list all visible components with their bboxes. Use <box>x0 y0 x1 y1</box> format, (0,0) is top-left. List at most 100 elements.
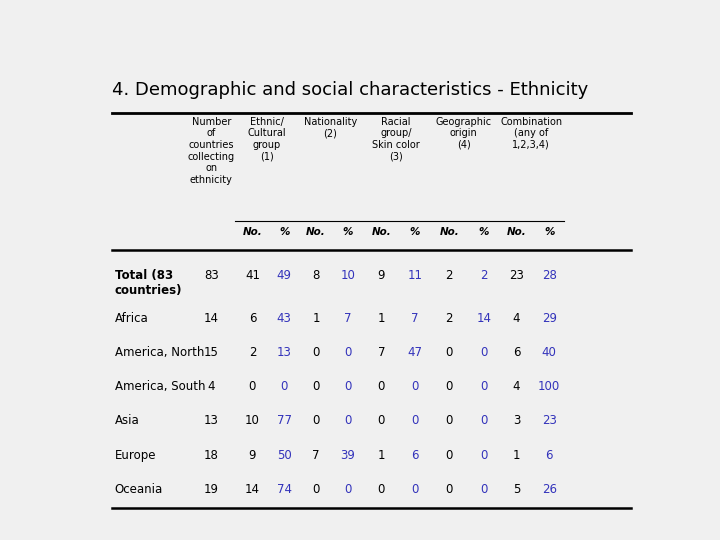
Text: 0: 0 <box>344 483 351 496</box>
Text: No.: No. <box>243 227 262 237</box>
Text: %: % <box>410 227 420 237</box>
Text: 0: 0 <box>411 380 418 394</box>
Text: 49: 49 <box>276 268 292 281</box>
Text: 4: 4 <box>207 380 215 394</box>
Text: 0: 0 <box>480 449 487 462</box>
Text: 1: 1 <box>377 449 385 462</box>
Text: Africa: Africa <box>114 312 148 325</box>
Text: 19: 19 <box>204 483 219 496</box>
Text: %: % <box>279 227 289 237</box>
Text: 13: 13 <box>204 415 219 428</box>
Text: 0: 0 <box>281 380 288 394</box>
Text: 0: 0 <box>377 380 385 394</box>
Text: 18: 18 <box>204 449 219 462</box>
Text: 100: 100 <box>538 380 560 394</box>
Text: Oceania: Oceania <box>114 483 163 496</box>
Text: 0: 0 <box>480 483 487 496</box>
Text: 40: 40 <box>541 346 557 359</box>
Text: 6: 6 <box>248 312 256 325</box>
Text: Asia: Asia <box>114 415 139 428</box>
Text: 26: 26 <box>541 483 557 496</box>
Text: 74: 74 <box>276 483 292 496</box>
Text: Europe: Europe <box>114 449 156 462</box>
Text: 23: 23 <box>509 268 524 281</box>
Text: Combination
(any of
1,2,3,4): Combination (any of 1,2,3,4) <box>500 117 562 150</box>
Text: %: % <box>479 227 489 237</box>
Text: 1: 1 <box>312 312 320 325</box>
Text: 0: 0 <box>446 449 453 462</box>
Text: 2: 2 <box>446 268 453 281</box>
Text: 3: 3 <box>513 415 521 428</box>
Text: 41: 41 <box>245 268 260 281</box>
Text: %: % <box>544 227 554 237</box>
Text: 7: 7 <box>377 346 385 359</box>
Text: 47: 47 <box>408 346 422 359</box>
Text: No.: No. <box>306 227 326 237</box>
Text: America, North: America, North <box>114 346 204 359</box>
Text: 0: 0 <box>480 346 487 359</box>
Text: Racial
group/
Skin color
(3): Racial group/ Skin color (3) <box>372 117 420 161</box>
Text: 0: 0 <box>312 380 320 394</box>
Text: America, South: America, South <box>114 380 205 394</box>
Text: 4. Demographic and social characteristics - Ethnicity: 4. Demographic and social characteristic… <box>112 82 588 99</box>
Text: 0: 0 <box>377 415 385 428</box>
Text: 14: 14 <box>204 312 219 325</box>
Text: 15: 15 <box>204 346 219 359</box>
Text: 29: 29 <box>541 312 557 325</box>
Text: 6: 6 <box>546 449 553 462</box>
Text: 23: 23 <box>541 415 557 428</box>
Text: 14: 14 <box>477 312 492 325</box>
Text: 9: 9 <box>248 449 256 462</box>
Text: 0: 0 <box>312 415 320 428</box>
Text: 0: 0 <box>377 483 385 496</box>
Text: 50: 50 <box>276 449 292 462</box>
Text: 0: 0 <box>446 346 453 359</box>
Text: 0: 0 <box>312 346 320 359</box>
Text: 0: 0 <box>446 415 453 428</box>
Text: 7: 7 <box>344 312 351 325</box>
Text: 0: 0 <box>344 380 351 394</box>
Text: 5: 5 <box>513 483 521 496</box>
Text: 4: 4 <box>513 312 521 325</box>
Text: 1: 1 <box>377 312 385 325</box>
Text: 1: 1 <box>513 449 521 462</box>
Text: 28: 28 <box>541 268 557 281</box>
Text: 0: 0 <box>480 415 487 428</box>
Text: 43: 43 <box>276 312 292 325</box>
Text: 14: 14 <box>245 483 260 496</box>
Text: 2: 2 <box>248 346 256 359</box>
Text: 0: 0 <box>411 415 418 428</box>
Text: Geographic
origin
(4): Geographic origin (4) <box>436 117 492 150</box>
Text: Ethnic/
Cultural
group
(1): Ethnic/ Cultural group (1) <box>248 117 286 161</box>
Text: Number
of
countries
collecting
on
ethnicity: Number of countries collecting on ethnic… <box>188 117 235 185</box>
Text: 7: 7 <box>411 312 418 325</box>
Text: 0: 0 <box>480 380 487 394</box>
Text: 6: 6 <box>513 346 521 359</box>
Text: 2: 2 <box>480 268 487 281</box>
Text: 39: 39 <box>341 449 355 462</box>
Text: 0: 0 <box>446 380 453 394</box>
Text: 8: 8 <box>312 268 320 281</box>
Text: 2: 2 <box>446 312 453 325</box>
Text: No.: No. <box>372 227 391 237</box>
Text: 13: 13 <box>276 346 292 359</box>
Text: 6: 6 <box>411 449 418 462</box>
Text: 9: 9 <box>377 268 385 281</box>
Text: 0: 0 <box>446 483 453 496</box>
Text: 10: 10 <box>245 415 260 428</box>
Text: 0: 0 <box>411 483 418 496</box>
Text: Nationality
(2): Nationality (2) <box>304 117 357 138</box>
Text: %: % <box>343 227 353 237</box>
Text: No.: No. <box>439 227 459 237</box>
Text: 4: 4 <box>513 380 521 394</box>
Text: 11: 11 <box>408 268 422 281</box>
Text: 77: 77 <box>276 415 292 428</box>
Text: 0: 0 <box>312 483 320 496</box>
Text: No.: No. <box>507 227 526 237</box>
Text: 7: 7 <box>312 449 320 462</box>
Text: 0: 0 <box>344 415 351 428</box>
Text: Total (83
countries): Total (83 countries) <box>114 268 182 296</box>
Text: 10: 10 <box>341 268 355 281</box>
Text: 83: 83 <box>204 268 219 281</box>
Text: 0: 0 <box>248 380 256 394</box>
